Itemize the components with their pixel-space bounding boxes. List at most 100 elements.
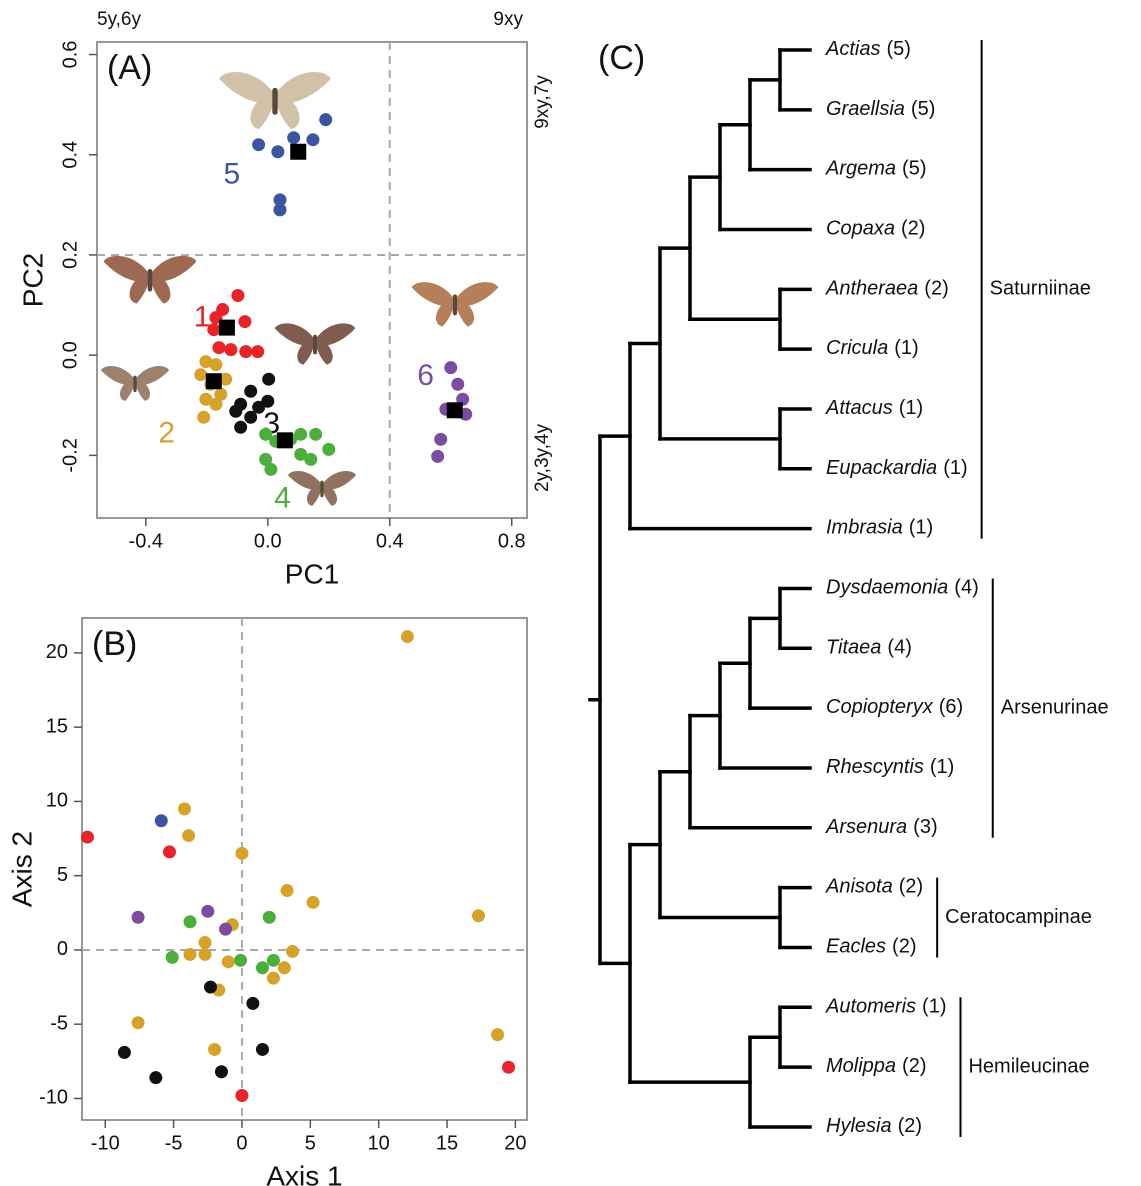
species-count: (6) — [939, 696, 963, 718]
annotation: 5y,6y — [97, 9, 142, 30]
point — [212, 341, 226, 355]
tip-label: Eupackardia (1) — [826, 457, 968, 479]
group-mean — [276, 432, 293, 449]
panel-label: (B) — [92, 625, 137, 663]
point — [246, 996, 260, 1010]
species-count: (2) — [924, 278, 948, 300]
point — [198, 936, 212, 950]
clade-label: Ceratocampinae — [945, 906, 1092, 928]
y-tick-label: -5 — [50, 1012, 68, 1034]
point — [309, 427, 323, 441]
point — [319, 113, 333, 127]
taxon-name: Dysdaemonia — [826, 577, 948, 599]
point — [178, 802, 192, 816]
x-tick-label: -10 — [91, 1132, 120, 1154]
x-tick-label: 0.0 — [254, 530, 282, 552]
plot-frame — [81, 617, 528, 1121]
point — [294, 447, 308, 461]
group-label: 2 — [158, 417, 175, 450]
y-tick-label: 10 — [46, 790, 68, 812]
point — [209, 358, 223, 372]
taxon-name: Copiopteryx — [826, 696, 934, 718]
group-label: 6 — [417, 359, 434, 392]
point — [262, 910, 276, 924]
x-tick-label: 10 — [368, 1132, 390, 1154]
tip-label: Hylesia (2) — [826, 1115, 922, 1137]
point — [273, 193, 287, 207]
species-count: (4) — [954, 577, 978, 599]
clade-label: Saturniinae — [990, 278, 1091, 300]
plot-frame — [96, 41, 528, 519]
taxon-name: Graellsia — [826, 98, 905, 120]
point — [199, 355, 213, 369]
tip-label: Copaxa (2) — [826, 218, 925, 240]
y-tick-label: 0.0 — [59, 341, 81, 369]
point — [252, 138, 266, 152]
point — [287, 131, 301, 145]
point — [231, 289, 245, 303]
tip-label: Attacus (1) — [825, 397, 923, 419]
point — [266, 953, 280, 967]
point — [204, 980, 218, 994]
point — [271, 145, 285, 159]
point — [80, 830, 94, 844]
tip-label: Automeris (1) — [825, 996, 946, 1018]
panel-label: (C) — [598, 39, 645, 77]
point — [183, 915, 197, 929]
panel-label: (A) — [107, 49, 152, 87]
species-count: (5) — [911, 98, 935, 120]
taxon-name: Titaea — [826, 637, 881, 659]
species-count: (1) — [899, 397, 923, 419]
tip-label: Graellsia (5) — [826, 98, 935, 120]
taxon-name: Eupackardia — [826, 457, 937, 479]
taxon-name: Rhescyntis — [826, 756, 924, 778]
point — [322, 442, 336, 456]
point — [238, 315, 252, 329]
taxon-name: Molippa — [826, 1055, 896, 1077]
point — [255, 1042, 269, 1056]
point — [234, 420, 248, 434]
x-tick-label: 5 — [305, 1132, 316, 1154]
taxon-name: Actias — [825, 38, 880, 60]
species-count: (1) — [943, 457, 967, 479]
species-count: (1) — [922, 996, 946, 1018]
tip-label: Argema (5) — [825, 158, 926, 180]
y-tick-label: 0 — [57, 938, 68, 960]
moth-image — [411, 282, 499, 327]
point — [219, 372, 233, 386]
tip-label: Antheraea (2) — [825, 278, 949, 300]
point — [162, 845, 176, 859]
tip-label: Arsenura (3) — [825, 816, 938, 838]
moth-image — [287, 470, 357, 506]
point — [234, 953, 248, 967]
point — [244, 384, 258, 398]
point — [199, 392, 213, 406]
point — [277, 961, 291, 975]
point — [214, 387, 228, 401]
x-tick-label: 0 — [236, 1132, 247, 1154]
y-axis-title: Axis 2 — [6, 831, 37, 907]
point — [306, 133, 320, 147]
taxon-name: Cricula — [826, 337, 888, 359]
point — [209, 397, 223, 411]
taxon-name: Eacles — [826, 936, 886, 958]
point — [235, 1088, 249, 1102]
point — [131, 910, 145, 924]
point — [273, 203, 287, 217]
y-tick-label: 0.4 — [59, 141, 81, 169]
moth-image — [219, 72, 331, 130]
y-tick-label: 0.6 — [59, 41, 81, 69]
species-count: (2) — [892, 936, 916, 958]
moth-image — [103, 255, 197, 304]
point — [219, 922, 233, 936]
tip-label: Cricula (1) — [826, 337, 919, 359]
group-label: 4 — [274, 481, 291, 514]
point — [207, 323, 221, 337]
annotation: 9xy — [493, 9, 523, 30]
point — [434, 432, 448, 446]
taxon-name: Argema — [825, 158, 896, 180]
point — [261, 394, 275, 408]
point — [251, 345, 265, 359]
point — [224, 343, 238, 357]
